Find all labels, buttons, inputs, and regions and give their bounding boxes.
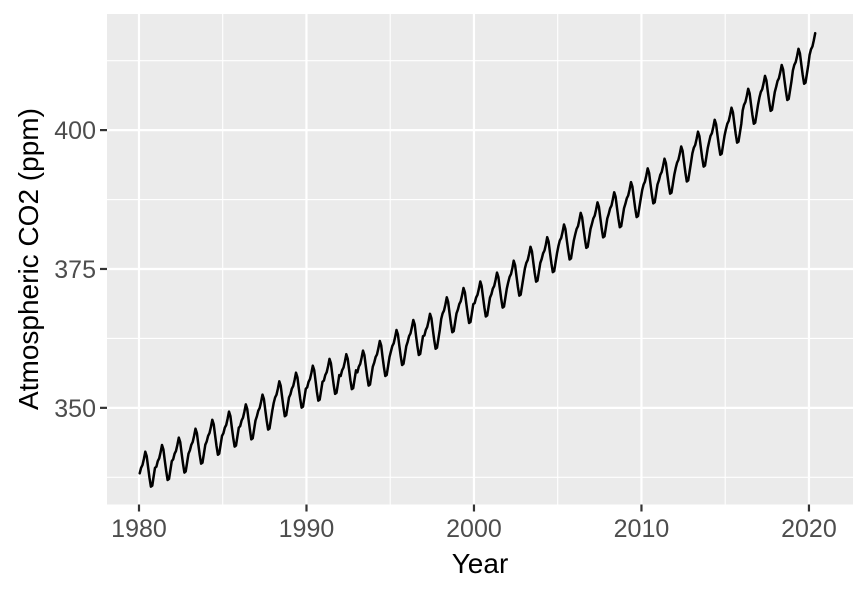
x-tick-label: 1990 — [279, 515, 335, 543]
x-axis-title: Year — [452, 548, 509, 579]
panel-background — [107, 14, 853, 505]
axis-tick-marks — [100, 128, 811, 512]
major-gridlines — [107, 14, 853, 505]
x-tick-label: 2020 — [781, 515, 837, 543]
x-axis-tick-labels: 1980 1990 2000 2010 2020 — [111, 515, 837, 543]
x-tick-label: 2000 — [446, 515, 502, 543]
y-tick-label: 350 — [54, 395, 96, 423]
y-axis-title: Atmospheric CO2 (ppm) — [13, 108, 44, 410]
y-tick-label: 400 — [54, 117, 96, 145]
y-axis-tick-labels: 350 375 400 — [54, 117, 96, 423]
y-tick-label: 375 — [54, 256, 96, 284]
x-tick-label: 1980 — [111, 515, 167, 543]
x-tick-label: 2010 — [614, 515, 670, 543]
co2-series-line — [138, 31, 817, 488]
minor-gridlines — [107, 14, 853, 505]
